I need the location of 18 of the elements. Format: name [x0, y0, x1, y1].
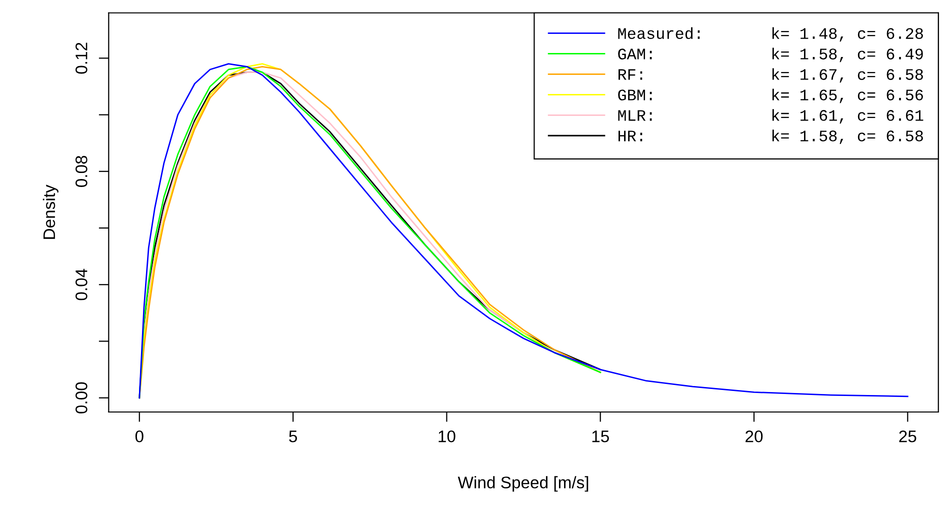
y-axis-title: Density [42, 184, 58, 239]
legend-label: MLR: k= 1.61, c= 6.61 [618, 109, 924, 124]
x-tick-label: 15 [592, 430, 609, 442]
x-tick-label: 5 [289, 430, 297, 442]
legend-label: GAM: k= 1.58, c= 6.49 [618, 48, 923, 62]
x-tick-label: 25 [899, 430, 916, 442]
x-tick-label: 20 [746, 430, 763, 442]
legend-label: Measured: k= 1.48, c= 6.28 [618, 27, 923, 42]
legend-label: GBM: k= 1.65, c= 6.56 [618, 88, 923, 104]
y-tick-label: 0.00 [76, 382, 88, 414]
y-tick-label: 0.04 [76, 268, 88, 300]
x-tick-label: 10 [438, 430, 456, 442]
y-tick-label: 0.08 [76, 156, 88, 187]
legend-label: HR: k= 1.58, c= 6.58 [618, 130, 923, 144]
legend-label: RF: k= 1.67, c= 6.58 [618, 68, 923, 83]
x-axis-title: Wind Speed [m/s] [458, 476, 588, 492]
x-tick-label: 0 [135, 430, 144, 442]
y-tick-label: 0.12 [76, 42, 88, 74]
